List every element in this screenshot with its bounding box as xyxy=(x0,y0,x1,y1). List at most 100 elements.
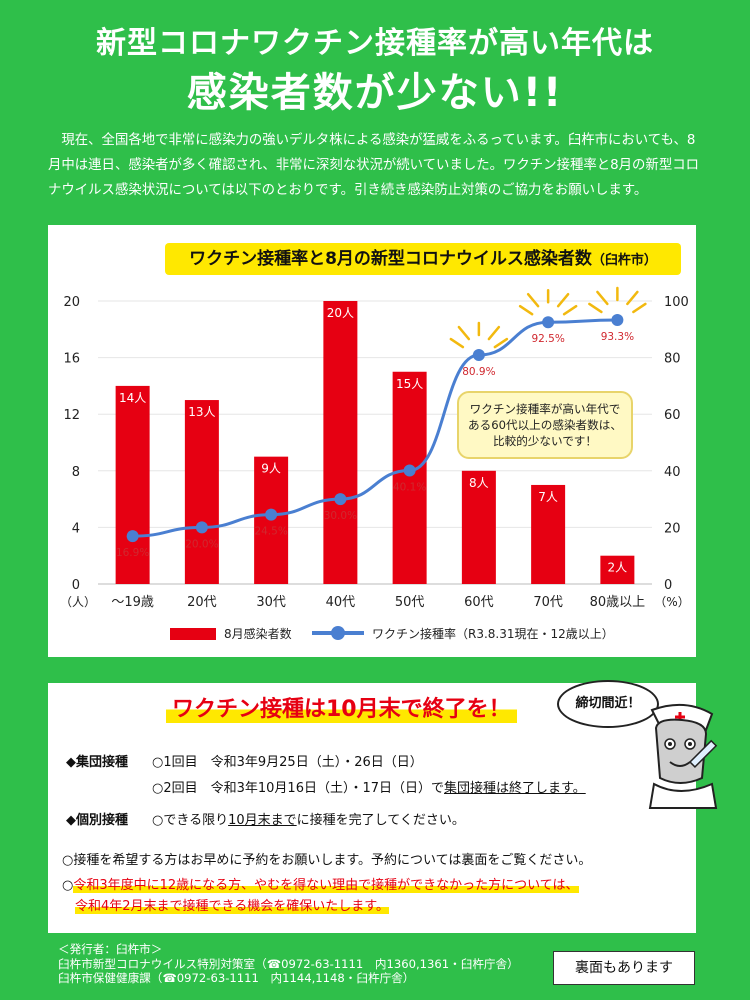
footer-contact-2: 臼杵市保健健康課（☎0972-63-1111 内1144,1148・臼杵庁舎） xyxy=(58,971,415,985)
extension-note-text1: 令和3年度中に12歳になる方、やむを得ない理由で接種ができなかった方については、 xyxy=(73,878,579,893)
bar-label: 20人 xyxy=(327,306,354,320)
y-left-tick-label: 16 xyxy=(63,352,80,367)
highlight-ray xyxy=(556,292,570,308)
chart-title-sub: （臼杵市） xyxy=(591,253,657,268)
rate-point-2 xyxy=(265,508,278,521)
y-left-tick-label: 12 xyxy=(63,408,80,423)
legend-bar-label: 8月感染者数 xyxy=(224,627,292,641)
y-left-tick-label: 8 xyxy=(72,465,80,480)
legend-bar-item: 8月感染者数 xyxy=(170,625,292,642)
y-right-tick-label: 20 xyxy=(664,521,681,536)
y-right-unit: （%） xyxy=(654,595,689,609)
group-end-notice: 集団接種は終了します。 xyxy=(444,781,586,796)
footer-contact-1: 臼杵市新型コロナウイルス特別対策室（☎0972-63-1111 内1360,13… xyxy=(58,956,519,971)
bar-infected-1 xyxy=(184,400,219,584)
rate-point-7 xyxy=(611,313,624,326)
group-dose2-dates: ○2回目 令和3年10月16日（土）・17日（日）で xyxy=(152,781,445,796)
y-right-tick-label: 100 xyxy=(664,295,689,310)
chart-title: ワクチン接種率と8月の新型コロナウイルス感染者数（臼杵市） xyxy=(165,243,681,275)
rate-label: 80.9% xyxy=(462,366,495,378)
extension-note-line1: ○令和3年度中に12歳になる方、やむを得ない理由で接種ができなかった方については… xyxy=(62,878,579,893)
highlight-ray xyxy=(596,290,609,306)
rate-label: 40.1% xyxy=(393,482,426,494)
headline-line2: 感染者数が少ない!! xyxy=(186,70,564,116)
individual-vaccination-label: ◆個別接種 xyxy=(66,813,128,828)
y-left-tick-label: 20 xyxy=(63,295,80,310)
chart-card: ワクチン接種率と8月の新型コロナウイルス感染者数（臼杵市） 0 4 8 12 16 20 0… xyxy=(48,225,696,657)
rate-label: 20.0% xyxy=(185,538,218,550)
group-dose2: ○2回目 令和3年10月16日（土）・17日（日）で集団接種は終了します。 xyxy=(152,777,586,796)
y-right-tick-label: 0 xyxy=(664,578,672,593)
bar-infected-5 xyxy=(461,470,496,584)
legend-line-item: ワクチン接種率（R3.8.31現在・12歳以上） xyxy=(310,625,614,642)
vaccination-rate-line xyxy=(132,318,618,538)
highlight-ray xyxy=(632,302,647,314)
rate-point-6 xyxy=(542,316,555,329)
reservation-note: ○接種を希望する方はお早めに予約をお願いします。予約については裏面をご覧ください… xyxy=(62,853,592,868)
x-tick-label: 30代 xyxy=(256,595,286,610)
highlight-ray xyxy=(562,304,578,316)
y-left-unit: （人） xyxy=(60,595,96,609)
rate-point-1 xyxy=(195,521,208,534)
rate-point-4 xyxy=(403,464,416,477)
legend-line-label: ワクチン接種率（R3.8.31現在・12歳以上） xyxy=(372,627,614,641)
bar-label: 2人 xyxy=(608,561,628,575)
bar-infected-3 xyxy=(323,301,358,584)
legend-bar-swatch xyxy=(170,628,216,640)
x-tick-label: 80歳以上 xyxy=(590,595,646,610)
nurse-mascot-illustration xyxy=(648,703,718,809)
extension-note-text2: 令和4年2月末まで接種できる機会を確保いたします。 xyxy=(75,899,389,914)
callout-line-3: 比較的少ないです！ xyxy=(493,434,597,448)
bar-label: 7人 xyxy=(538,490,558,504)
bar-infected-4 xyxy=(392,371,427,584)
y-right-tick-label: 80 xyxy=(664,352,681,367)
y-right-tick-label: 60 xyxy=(664,408,681,423)
group-vaccination-label: ◆集団接種 xyxy=(66,755,128,770)
chart-callout: ワクチン接種率が高い年代で ある60代以上の感染者数は、 比較的少ないです！ xyxy=(457,391,633,459)
y-left-tick-label: 4 xyxy=(72,521,80,536)
x-tick-label: 70代 xyxy=(533,595,563,610)
highlight-ray xyxy=(626,290,639,306)
rate-point-0 xyxy=(126,530,139,543)
highlight-ray xyxy=(518,304,534,316)
rate-label: 24.5% xyxy=(254,526,287,538)
rate-label: 93.3% xyxy=(601,331,634,343)
x-tick-label: ～19歳 xyxy=(111,595,154,610)
deadline-speech-bubble: 締切間近！ xyxy=(557,680,659,728)
back-side-note: 裏面もあります xyxy=(553,951,695,985)
bar-label: 8人 xyxy=(469,476,489,490)
bar-infected-6 xyxy=(531,484,566,584)
chart-title-main: ワクチン接種率と8月の新型コロナウイルス感染者数 xyxy=(189,249,592,269)
rate-label: 16.9% xyxy=(116,547,149,559)
bar-label: 13人 xyxy=(188,405,215,419)
individual-deadline: 10月末まで xyxy=(228,813,297,828)
rate-label: 92.5% xyxy=(531,333,564,345)
highlight-ray xyxy=(526,292,540,308)
y-right-tick-label: 40 xyxy=(664,465,681,480)
bar-label: 15人 xyxy=(396,377,423,391)
rate-point-3 xyxy=(334,493,347,506)
intro-paragraph: 現在、全国各地で非常に感染力の強いデルタ株による感染が猛威をふるっています。臼杵… xyxy=(48,133,699,198)
bar-infected-0 xyxy=(115,385,150,584)
bar-label: 9人 xyxy=(261,462,281,476)
footer-publisher: ＜発行者：臼杵市＞ xyxy=(58,942,163,956)
individual-text-c: に接種を完了してください。 xyxy=(296,813,465,828)
x-tick-label: 50代 xyxy=(395,595,425,610)
bar-infected-7 xyxy=(600,555,635,584)
individual-text: ○できる限り10月末までに接種を完了してください。 xyxy=(152,809,465,828)
highlight-ray xyxy=(493,337,509,349)
group-dose1: ○1回目 令和3年9月25日（土）・26日（日） xyxy=(152,755,423,770)
rate-label: 30.0% xyxy=(324,510,357,522)
highlight-ray xyxy=(457,325,471,341)
x-tick-label: 20代 xyxy=(187,595,217,610)
highlight-ray xyxy=(449,337,465,349)
legend-line-swatch xyxy=(312,626,364,640)
highlight-ray xyxy=(487,325,501,341)
y-left-tick-label: 0 xyxy=(72,578,80,593)
highlight-ray xyxy=(588,302,603,314)
bar-label: 14人 xyxy=(119,391,146,405)
extension-note-line2: 令和4年2月末まで接種できる機会を確保いたします。 xyxy=(75,895,389,914)
callout-line-1: ワクチン接種率が高い年代で xyxy=(469,402,621,416)
info-heading: ワクチン接種は10月末で終了を！ xyxy=(166,691,517,723)
callout-line-2: ある60代以上の感染者数は、 xyxy=(468,418,622,432)
